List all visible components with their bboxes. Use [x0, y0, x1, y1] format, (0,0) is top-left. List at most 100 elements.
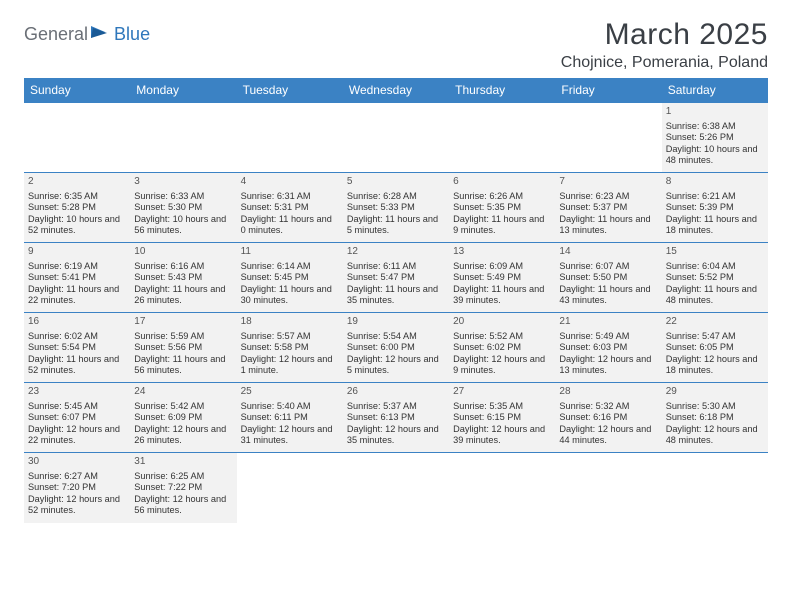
day-number: 27 — [453, 386, 551, 399]
calendar-cell: 1Sunrise: 6:38 AMSunset: 5:26 PMDaylight… — [662, 103, 768, 173]
calendar-cell: 3Sunrise: 6:33 AMSunset: 5:30 PMDaylight… — [130, 173, 236, 243]
daylight-text: Daylight: 11 hours and 26 minutes. — [134, 284, 232, 307]
flag-icon — [90, 24, 112, 45]
daylight-text: Daylight: 12 hours and 44 minutes. — [559, 424, 657, 447]
daylight-text: Daylight: 11 hours and 39 minutes. — [453, 284, 551, 307]
day-number: 13 — [453, 246, 551, 259]
sunset-text: Sunset: 6:15 PM — [453, 412, 551, 424]
daylight-text: Daylight: 11 hours and 52 minutes. — [28, 354, 126, 377]
day-number: 11 — [241, 246, 339, 259]
sunrise-text: Sunrise: 5:37 AM — [347, 401, 445, 413]
calendar-page: General Blue March 2025 Chojnice, Pomera… — [0, 0, 792, 533]
daylight-text: Daylight: 11 hours and 9 minutes. — [453, 214, 551, 237]
sunrise-text: Sunrise: 6:21 AM — [666, 191, 764, 203]
sunrise-text: Sunrise: 6:14 AM — [241, 261, 339, 273]
location: Chojnice, Pomerania, Poland — [561, 54, 768, 72]
sunrise-text: Sunrise: 6:07 AM — [559, 261, 657, 273]
sunrise-text: Sunrise: 5:54 AM — [347, 331, 445, 343]
daylight-text: Daylight: 12 hours and 56 minutes. — [134, 494, 232, 517]
daylight-text: Daylight: 11 hours and 48 minutes. — [666, 284, 764, 307]
calendar-cell: 29Sunrise: 5:30 AMSunset: 6:18 PMDayligh… — [662, 383, 768, 453]
sunrise-text: Sunrise: 5:47 AM — [666, 331, 764, 343]
sunset-text: Sunset: 5:58 PM — [241, 342, 339, 354]
calendar-cell: 20Sunrise: 5:52 AMSunset: 6:02 PMDayligh… — [449, 313, 555, 383]
sunset-text: Sunset: 5:45 PM — [241, 272, 339, 284]
daylight-text: Daylight: 12 hours and 26 minutes. — [134, 424, 232, 447]
day-number: 31 — [134, 456, 232, 469]
sunset-text: Sunset: 5:35 PM — [453, 202, 551, 214]
sunrise-text: Sunrise: 5:35 AM — [453, 401, 551, 413]
sunrise-text: Sunrise: 6:28 AM — [347, 191, 445, 203]
calendar-cell: 24Sunrise: 5:42 AMSunset: 6:09 PMDayligh… — [130, 383, 236, 453]
sunset-text: Sunset: 6:02 PM — [453, 342, 551, 354]
day-number: 25 — [241, 386, 339, 399]
sunset-text: Sunset: 5:26 PM — [666, 132, 764, 144]
day-number: 26 — [347, 386, 445, 399]
sunset-text: Sunset: 5:50 PM — [559, 272, 657, 284]
weekday-header: Monday — [130, 78, 236, 103]
sunset-text: Sunset: 5:54 PM — [28, 342, 126, 354]
day-number: 20 — [453, 316, 551, 329]
sunset-text: Sunset: 6:07 PM — [28, 412, 126, 424]
day-number: 17 — [134, 316, 232, 329]
daylight-text: Daylight: 11 hours and 18 minutes. — [666, 214, 764, 237]
sunrise-text: Sunrise: 6:31 AM — [241, 191, 339, 203]
calendar-cell-empty — [449, 103, 555, 173]
daylight-text: Daylight: 11 hours and 30 minutes. — [241, 284, 339, 307]
day-number: 2 — [28, 176, 126, 189]
day-number: 5 — [347, 176, 445, 189]
calendar-cell-empty — [130, 103, 236, 173]
calendar-cell-empty — [343, 103, 449, 173]
weekday-header: Sunday — [24, 78, 130, 103]
day-number: 14 — [559, 246, 657, 259]
sunset-text: Sunset: 5:28 PM — [28, 202, 126, 214]
weekday-header: Saturday — [662, 78, 768, 103]
sunset-text: Sunset: 5:37 PM — [559, 202, 657, 214]
day-number: 8 — [666, 176, 764, 189]
sunrise-text: Sunrise: 6:23 AM — [559, 191, 657, 203]
sunrise-text: Sunrise: 6:38 AM — [666, 121, 764, 133]
calendar-week: 9Sunrise: 6:19 AMSunset: 5:41 PMDaylight… — [24, 243, 768, 313]
calendar-cell: 31Sunrise: 6:25 AMSunset: 7:22 PMDayligh… — [130, 453, 236, 523]
sunset-text: Sunset: 5:39 PM — [666, 202, 764, 214]
calendar-cell: 28Sunrise: 5:32 AMSunset: 6:16 PMDayligh… — [555, 383, 661, 453]
daylight-text: Daylight: 12 hours and 1 minute. — [241, 354, 339, 377]
calendar-head: SundayMondayTuesdayWednesdayThursdayFrid… — [24, 78, 768, 103]
calendar-cell: 22Sunrise: 5:47 AMSunset: 6:05 PMDayligh… — [662, 313, 768, 383]
calendar-cell: 23Sunrise: 5:45 AMSunset: 6:07 PMDayligh… — [24, 383, 130, 453]
calendar-cell-empty — [555, 103, 661, 173]
sunrise-text: Sunrise: 6:35 AM — [28, 191, 126, 203]
day-number: 15 — [666, 246, 764, 259]
sunset-text: Sunset: 5:47 PM — [347, 272, 445, 284]
sunset-text: Sunset: 6:11 PM — [241, 412, 339, 424]
daylight-text: Daylight: 12 hours and 22 minutes. — [28, 424, 126, 447]
day-number: 28 — [559, 386, 657, 399]
sunset-text: Sunset: 6:16 PM — [559, 412, 657, 424]
sunrise-text: Sunrise: 6:19 AM — [28, 261, 126, 273]
day-number: 18 — [241, 316, 339, 329]
calendar-cell-empty — [449, 453, 555, 523]
day-number: 19 — [347, 316, 445, 329]
daylight-text: Daylight: 11 hours and 5 minutes. — [347, 214, 445, 237]
sunset-text: Sunset: 5:49 PM — [453, 272, 551, 284]
calendar-cell-empty — [662, 453, 768, 523]
sunrise-text: Sunrise: 5:30 AM — [666, 401, 764, 413]
calendar-cell: 17Sunrise: 5:59 AMSunset: 5:56 PMDayligh… — [130, 313, 236, 383]
day-number: 22 — [666, 316, 764, 329]
calendar-cell: 4Sunrise: 6:31 AMSunset: 5:31 PMDaylight… — [237, 173, 343, 243]
daylight-text: Daylight: 11 hours and 56 minutes. — [134, 354, 232, 377]
day-number: 9 — [28, 246, 126, 259]
daylight-text: Daylight: 10 hours and 56 minutes. — [134, 214, 232, 237]
sunrise-text: Sunrise: 6:02 AM — [28, 331, 126, 343]
day-number: 10 — [134, 246, 232, 259]
calendar-week: 23Sunrise: 5:45 AMSunset: 6:07 PMDayligh… — [24, 383, 768, 453]
daylight-text: Daylight: 12 hours and 13 minutes. — [559, 354, 657, 377]
day-number: 12 — [347, 246, 445, 259]
day-number: 6 — [453, 176, 551, 189]
calendar-cell: 5Sunrise: 6:28 AMSunset: 5:33 PMDaylight… — [343, 173, 449, 243]
month-title: March 2025 — [561, 18, 768, 52]
day-number: 7 — [559, 176, 657, 189]
calendar-cell: 26Sunrise: 5:37 AMSunset: 6:13 PMDayligh… — [343, 383, 449, 453]
sunset-text: Sunset: 6:00 PM — [347, 342, 445, 354]
sunrise-text: Sunrise: 6:11 AM — [347, 261, 445, 273]
